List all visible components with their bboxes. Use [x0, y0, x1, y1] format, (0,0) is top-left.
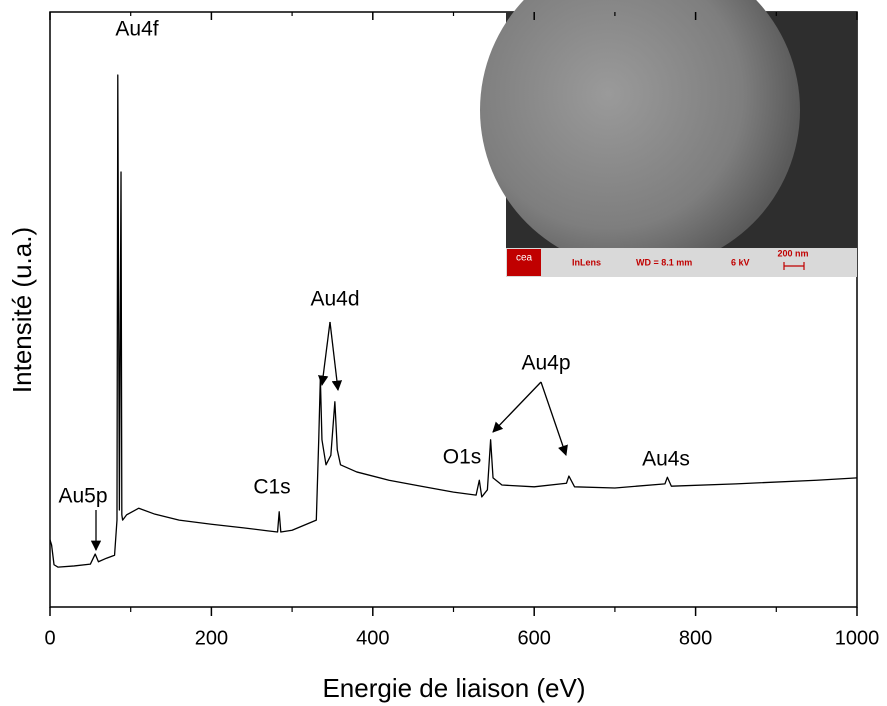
- x-tick-label: 800: [679, 627, 712, 649]
- inset-disc: [480, 0, 800, 270]
- peak-label: Au4d: [310, 288, 359, 311]
- inset: cea InLens WD = 8.1 mm 6 kV 200 nm: [480, 0, 857, 277]
- inset-detector: InLens: [572, 257, 601, 267]
- arrow: [492, 381, 542, 433]
- peak-label: C1s: [253, 476, 290, 499]
- inset-logo: cea: [516, 253, 533, 264]
- peak-label: Au4f: [115, 18, 158, 41]
- arrow: [318, 321, 331, 387]
- arrow: [329, 321, 343, 392]
- inset-scale-bar: [783, 262, 805, 270]
- inset-voltage: 6 kV: [731, 257, 750, 267]
- peak-label: Au5p: [58, 485, 107, 508]
- inset-scale-label: 200 nm: [777, 248, 808, 258]
- inset-wd: WD = 8.1 mm: [636, 257, 692, 267]
- x-axis-label: Energie de liaison (eV): [322, 673, 585, 703]
- peak-label: O1s: [443, 446, 482, 469]
- arrow: [540, 381, 568, 456]
- x-tick-label: 0: [44, 627, 55, 649]
- y-axis-label: Intensité (u.a.): [7, 227, 37, 393]
- x-tick-label: 1000: [835, 627, 880, 649]
- x-tick-label: 400: [356, 627, 389, 649]
- inset-bar: [506, 248, 857, 277]
- peak-label: Au4s: [642, 448, 690, 471]
- x-tick-label: 600: [518, 627, 551, 649]
- arrows: [90, 321, 568, 552]
- x-tick-label: 200: [195, 627, 228, 649]
- inset-logo-box: [507, 249, 541, 276]
- peak-label: Au4p: [521, 352, 570, 375]
- spectrum-line: [49, 74, 858, 568]
